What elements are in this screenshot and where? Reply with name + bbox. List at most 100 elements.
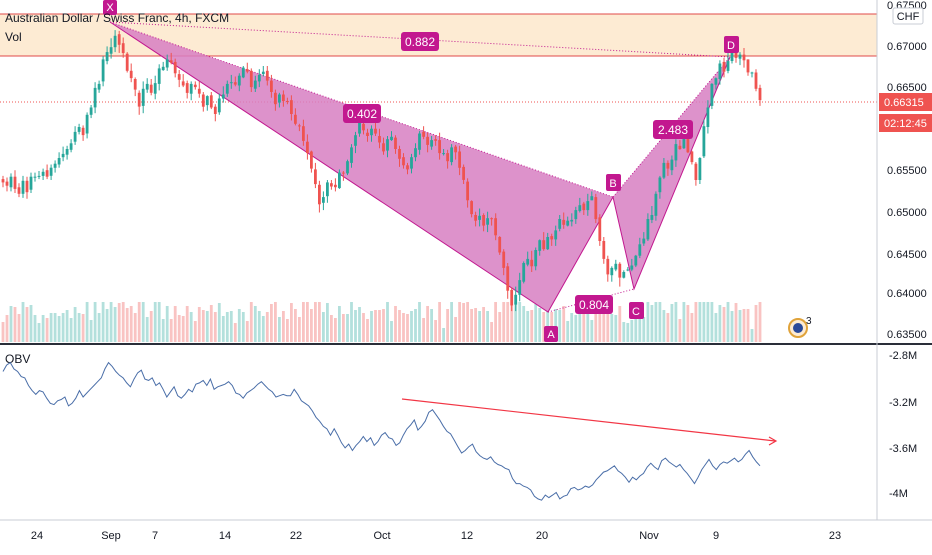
volume-bar <box>566 321 570 342</box>
volume-bar <box>358 307 361 342</box>
volume-bar <box>310 309 313 342</box>
candle <box>614 259 618 272</box>
obv-axis[interactable]: -2.8M -3.2M -3.6M -4M <box>889 350 917 500</box>
candle <box>722 57 726 78</box>
candle <box>466 178 469 208</box>
ratio-abc-label: 0.804 <box>579 298 609 312</box>
volume-bar <box>205 311 209 342</box>
candle <box>490 217 493 226</box>
pattern-bd-line <box>612 56 731 198</box>
candle <box>141 81 145 114</box>
candle <box>237 73 241 92</box>
volume-bar <box>446 309 449 342</box>
candle <box>402 153 405 169</box>
time-label: 12 <box>461 530 473 542</box>
candle <box>153 75 157 100</box>
candle <box>233 76 237 87</box>
candle <box>602 237 606 264</box>
ratio-xd-box[interactable]: 0.882 <box>401 32 439 51</box>
candle <box>21 175 25 198</box>
volume-bar <box>362 313 365 342</box>
pattern-point-a[interactable]: A <box>544 326 558 342</box>
volume-bar <box>221 316 225 342</box>
volume-bar <box>646 302 650 342</box>
time-axis[interactable]: 24 Sep 7 14 22 Oct 12 20 Nov 9 23 <box>31 530 841 542</box>
candle <box>37 171 41 180</box>
obv-trend-line[interactable] <box>401 398 776 442</box>
volume-bar <box>730 311 734 342</box>
candle <box>658 175 662 199</box>
price-axis[interactable]: 0.67500 0.67000 0.66500 0.66000 0.65500 … <box>887 0 927 341</box>
pattern-xab-triangle <box>110 22 613 312</box>
volume-bar <box>33 315 37 342</box>
volume-bar <box>626 323 630 342</box>
volume-bar <box>137 302 141 342</box>
ratio-bcd-box[interactable]: 2.483 <box>653 120 693 139</box>
candle <box>25 176 29 199</box>
candle <box>554 225 558 246</box>
candle <box>458 145 461 176</box>
ratio-xab-box[interactable]: 0.402 <box>343 104 381 123</box>
volume-bar <box>386 302 389 342</box>
time-label: 24 <box>31 530 43 542</box>
pattern-point-b[interactable]: B <box>606 174 621 191</box>
volume-bar <box>438 302 441 342</box>
candle <box>221 86 225 103</box>
volume-bar <box>326 303 329 342</box>
volume-bar <box>478 311 481 342</box>
point-d-label: D <box>727 40 735 52</box>
volume-bar <box>738 310 742 342</box>
candle <box>758 84 762 106</box>
price-tick: 0.65000 <box>887 207 927 219</box>
candle <box>149 79 153 96</box>
volume-bar <box>758 302 762 342</box>
candle <box>666 160 670 176</box>
candle <box>173 58 177 78</box>
candle <box>362 122 365 135</box>
ratio-abc-box[interactable]: 0.804 <box>575 295 613 314</box>
candle <box>302 119 305 146</box>
volume-bar <box>85 302 89 342</box>
current-price-tag: 0.66315 <box>879 93 932 111</box>
volume-bar <box>542 312 546 342</box>
candle <box>177 70 181 88</box>
candle <box>750 71 754 78</box>
volume-bar <box>253 306 257 342</box>
candle <box>746 59 750 76</box>
candle <box>422 126 425 140</box>
candle <box>306 134 309 160</box>
volume-bar <box>562 306 566 342</box>
volume-bar <box>710 302 714 342</box>
pattern-point-c[interactable]: C <box>629 302 644 319</box>
volume-bar <box>642 317 646 342</box>
volume-bar <box>518 302 522 342</box>
volume-bar <box>5 315 9 342</box>
candle <box>169 52 173 65</box>
candle <box>426 132 429 153</box>
volume-bar <box>366 319 369 342</box>
volume-bar <box>141 302 145 342</box>
volume-bar <box>502 302 506 342</box>
volume-bar <box>746 309 750 342</box>
currency-button[interactable]: CHF <box>892 7 924 25</box>
volume-bar <box>718 305 722 342</box>
candle <box>334 178 337 192</box>
candle <box>49 164 53 180</box>
candle <box>189 81 193 101</box>
pattern-point-x[interactable]: X <box>103 0 117 15</box>
pattern-point-d[interactable]: D <box>724 36 739 53</box>
volume-bar <box>530 310 534 342</box>
volume-bar <box>213 312 217 342</box>
events-badge[interactable]: 3 <box>788 316 812 338</box>
candle <box>29 172 33 193</box>
events-count: 3 <box>806 316 812 327</box>
candle <box>690 150 694 165</box>
candle <box>77 123 81 135</box>
candle <box>257 69 261 88</box>
point-b-label: B <box>609 178 616 190</box>
volume-bar <box>169 319 173 342</box>
volume-bar <box>274 302 277 342</box>
volume-bar <box>726 302 730 342</box>
volume-bar <box>614 315 618 342</box>
